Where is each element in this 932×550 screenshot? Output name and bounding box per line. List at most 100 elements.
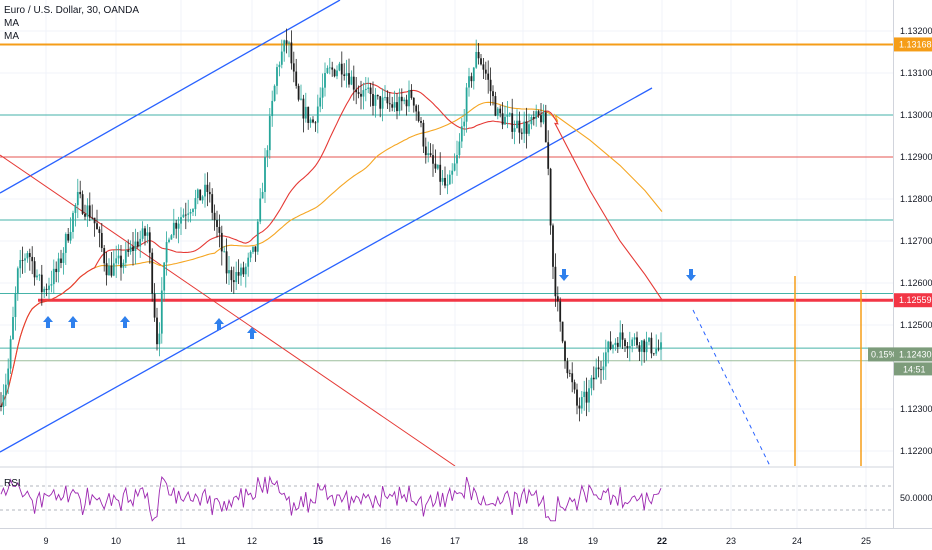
price-tick-label-4: 1.12800 <box>900 194 932 204</box>
candle-body-220 <box>528 124 530 134</box>
candle-body-213 <box>511 113 514 132</box>
candle-body-28 <box>67 233 70 241</box>
candle-body-173 <box>415 105 418 112</box>
candle-body-239 <box>573 382 576 390</box>
candle-body-177 <box>424 146 427 156</box>
horizontal-levels <box>0 43 893 362</box>
current-price-badge <box>894 347 932 362</box>
candle-body-102 <box>244 266 247 275</box>
candle-body-151 <box>362 90 365 97</box>
candle-body-7 <box>16 268 19 294</box>
time-tick-label-10: 23 <box>726 536 736 546</box>
level-badge-0 <box>894 37 932 52</box>
candle-body-120 <box>288 42 290 44</box>
candle-body-228 <box>547 142 550 169</box>
candle-body-258 <box>619 332 622 347</box>
candle-body-113 <box>271 100 274 117</box>
candle-body-141 <box>338 63 341 71</box>
candle-body-195 <box>468 76 470 88</box>
candle-body-96 <box>230 270 233 281</box>
candle-body-117 <box>280 51 283 65</box>
candle-body-158 <box>379 96 382 109</box>
candle-body-191 <box>458 141 461 156</box>
candle-body-64 <box>153 293 156 318</box>
candle-body-79 <box>189 212 192 214</box>
candle-body-196 <box>470 76 473 82</box>
candle-body-107 <box>256 221 259 252</box>
candle-body-237 <box>568 373 571 374</box>
candle-body-268 <box>643 340 646 353</box>
candle-body-157 <box>376 95 379 97</box>
candle-body-104 <box>249 251 252 258</box>
price-tick-label-9: 1.12200 <box>900 446 932 456</box>
candle-body-155 <box>372 93 374 106</box>
candle-body-150 <box>360 93 362 97</box>
candle-body-112 <box>268 116 271 151</box>
candle-body-162 <box>388 103 391 105</box>
candle-body-81 <box>194 198 197 210</box>
candle-body-75 <box>180 217 182 224</box>
candle-body-188 <box>451 170 454 175</box>
candle-body-236 <box>566 361 569 374</box>
candle-body-240 <box>576 389 578 406</box>
change-badge-label: 0.15% <box>871 349 897 359</box>
candle-body-164 <box>393 102 396 108</box>
candle-body-23 <box>55 268 58 273</box>
candle-body-246 <box>590 377 593 389</box>
candle-body-274 <box>657 348 660 350</box>
candle-body-174 <box>417 111 420 122</box>
candle-body-71 <box>170 235 173 240</box>
candle-body-212 <box>508 113 511 115</box>
level-badge-label-1: 1.12559 <box>899 295 932 305</box>
candle-body-145 <box>348 73 350 85</box>
candle-body-203 <box>487 73 490 80</box>
time-axis[interactable]: 9 10 11 12 15 16 17 18 19 22 23 24 25 <box>43 536 871 546</box>
change-badge <box>868 347 894 362</box>
candle-body-257 <box>616 342 619 347</box>
candle-body-255 <box>612 345 614 350</box>
candle-body-22 <box>52 268 55 285</box>
candle-body-219 <box>525 121 528 134</box>
candle-body-171 <box>410 89 413 98</box>
candle-body-31 <box>74 205 77 213</box>
candle-body-80 <box>192 209 194 213</box>
time-tick-label-3: 12 <box>247 536 257 546</box>
projection-dashed-line <box>692 309 771 466</box>
up-arrow-icon-3 <box>214 318 224 330</box>
candle-body-27 <box>64 233 67 253</box>
legend-ma-1: MA <box>4 18 19 29</box>
candle-body-146 <box>350 76 353 85</box>
candle-body-137 <box>328 67 331 69</box>
up-arrow-icon-2 <box>120 316 130 328</box>
candle-body-115 <box>276 67 278 86</box>
candle-body-241 <box>578 405 581 409</box>
candle-body-110 <box>264 156 266 192</box>
price-axis[interactable]: 1.13200 1.13100 1.13000 1.12900 1.12800 1.127… <box>900 26 932 503</box>
candle-body-256 <box>614 342 617 346</box>
descending-trend-line <box>0 154 456 466</box>
time-tick-label-7: 18 <box>518 536 528 546</box>
candle-body-218 <box>523 121 526 134</box>
down-arrow-icon-1 <box>686 269 696 281</box>
price-tick-label-6: 1.12600 <box>900 278 932 288</box>
candle-body-225 <box>540 115 542 123</box>
candle-body-208 <box>499 108 502 114</box>
candle-body-202 <box>484 69 487 74</box>
price-tick-label-8: 1.12300 <box>900 404 932 414</box>
candle-body-99 <box>237 272 240 276</box>
candle-body-91 <box>218 226 221 233</box>
candle-body-142 <box>340 63 343 75</box>
candle-body-89 <box>213 212 216 221</box>
candle-body-49 <box>117 255 120 259</box>
candle-body-238 <box>571 373 574 383</box>
candle-body-193 <box>463 121 466 127</box>
candle-body-86 <box>206 184 209 192</box>
countdown-badge <box>894 362 932 376</box>
candle-body-95 <box>228 270 230 274</box>
candle-body-224 <box>537 111 540 116</box>
candle-body-233 <box>559 301 562 322</box>
candle-body-259 <box>621 332 624 340</box>
candle-body-58 <box>139 238 142 247</box>
candle-body-267 <box>640 340 643 352</box>
